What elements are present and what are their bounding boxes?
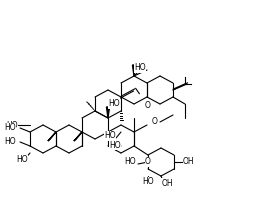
Text: HO: HO [16,155,28,164]
Text: HO: HO [4,137,16,146]
Text: HO: HO [108,100,120,109]
Text: OH: OH [161,178,173,187]
Polygon shape [106,107,110,118]
Text: HO: HO [134,63,146,72]
Text: HO: HO [124,157,136,166]
Polygon shape [133,65,135,76]
Text: HO: HO [6,121,18,130]
Text: O: O [145,157,151,166]
Text: HO: HO [109,141,121,150]
Text: HO: HO [4,123,16,133]
Text: HO: HO [104,132,116,141]
Polygon shape [74,132,82,141]
Text: HO: HO [142,177,154,186]
Text: O: O [145,102,151,111]
Text: OH: OH [183,157,195,166]
Text: O: O [152,118,158,126]
Polygon shape [48,132,56,141]
